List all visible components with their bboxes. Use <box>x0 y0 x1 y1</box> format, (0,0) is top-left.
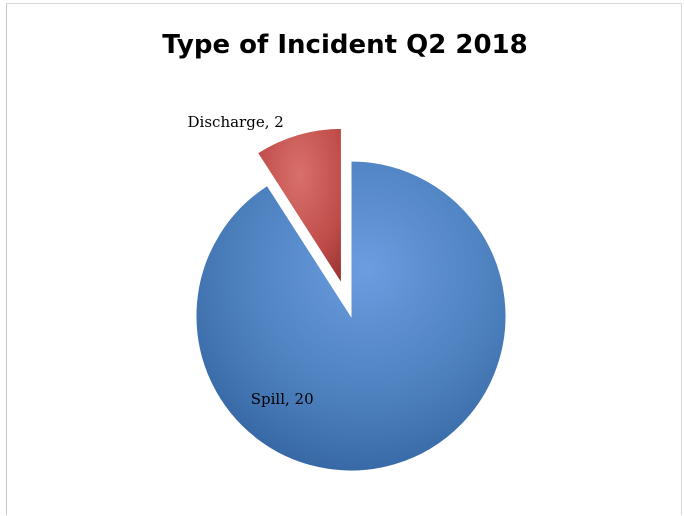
chart-area: Type of Incident Q2 2018 Spill, 20 Discha… <box>6 3 682 515</box>
chart-title: Type of Incident Q2 2018 <box>162 30 527 60</box>
pie-slice-discharge <box>256 127 342 286</box>
data-label-discharge: Discharge, 2 <box>188 113 284 131</box>
pie-slice-spill <box>195 160 507 472</box>
pie-chart: Type of Incident Q2 2018 Spill, 20 Discha… <box>162 30 528 472</box>
data-label-spill: Spill, 20 <box>251 390 314 408</box>
